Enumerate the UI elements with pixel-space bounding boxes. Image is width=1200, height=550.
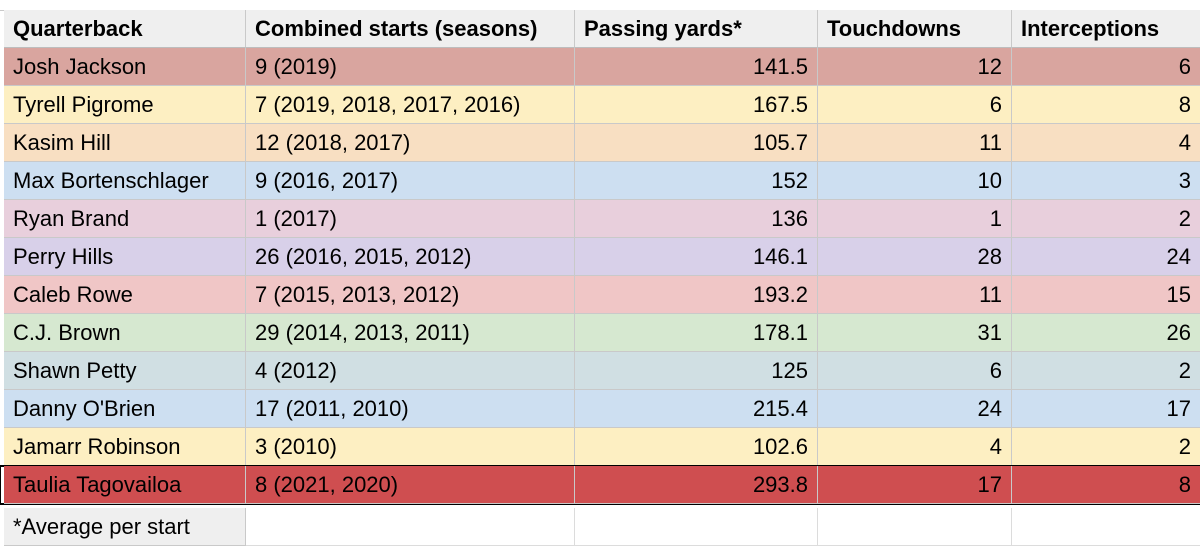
table-row: Perry Hills 26 (2016, 2015, 2012) 146.1 28 2… — [0, 238, 1200, 276]
cell-passing-yards[interactable]: 152 — [575, 162, 818, 200]
header-row: Quarterback Combined starts (seasons) Pa… — [0, 10, 1200, 48]
cell-combined-starts[interactable]: 4 (2012) — [246, 352, 575, 390]
cell-interceptions[interactable]: 2 — [1012, 200, 1200, 238]
header-combined-starts[interactable]: Combined starts (seasons) — [246, 10, 575, 48]
table-row: Josh Jackson 9 (2019) 141.5 12 6 — [0, 48, 1200, 86]
cell-touchdowns[interactable]: 1 — [818, 200, 1012, 238]
cell-passing-yards[interactable]: 141.5 — [575, 48, 818, 86]
cell-combined-starts[interactable]: 8 (2021, 2020) — [246, 466, 575, 504]
cell-passing-yards[interactable]: 193.2 — [575, 276, 818, 314]
cell-passing-yards[interactable]: 215.4 — [575, 390, 818, 428]
cell-combined-starts[interactable]: 3 (2010) — [246, 428, 575, 466]
cell-combined-starts[interactable]: 7 (2015, 2013, 2012) — [246, 276, 575, 314]
cell-interceptions[interactable]: 24 — [1012, 238, 1200, 276]
cell-touchdowns[interactable]: 11 — [818, 276, 1012, 314]
cell-combined-starts[interactable]: 26 (2016, 2015, 2012) — [246, 238, 575, 276]
cell-interceptions[interactable]: 8 — [1012, 466, 1200, 504]
table-row: Kasim Hill 12 (2018, 2017) 105.7 11 4 — [0, 124, 1200, 162]
empty-cell[interactable] — [1012, 508, 1200, 546]
cell-quarterback[interactable]: Ryan Brand — [4, 200, 246, 238]
cell-touchdowns[interactable]: 4 — [818, 428, 1012, 466]
cell-passing-yards[interactable]: 105.7 — [575, 124, 818, 162]
cell-touchdowns[interactable]: 6 — [818, 352, 1012, 390]
cell-quarterback[interactable]: Josh Jackson — [4, 48, 246, 86]
cell-quarterback[interactable]: Shawn Petty — [4, 352, 246, 390]
table-row: Tyrell Pigrome 7 (2019, 2018, 2017, 2016)… — [0, 86, 1200, 124]
cell-passing-yards[interactable]: 102.6 — [575, 428, 818, 466]
cell-interceptions[interactable]: 15 — [1012, 276, 1200, 314]
cell-touchdowns[interactable]: 31 — [818, 314, 1012, 352]
header-touchdowns[interactable]: Touchdowns — [818, 10, 1012, 48]
cell-passing-yards[interactable]: 167.5 — [575, 86, 818, 124]
cell-combined-starts[interactable]: 7 (2019, 2018, 2017, 2016) — [246, 86, 575, 124]
header-interceptions[interactable]: Interceptions — [1012, 10, 1200, 48]
cell-passing-yards[interactable]: 146.1 — [575, 238, 818, 276]
table-row: Jamarr Robinson 3 (2010) 102.6 4 2 — [0, 428, 1200, 466]
table-row: Max Bortenschlager 9 (2016, 2017) 152 10 3 — [0, 162, 1200, 200]
empty-cell[interactable] — [818, 508, 1012, 546]
cell-touchdowns[interactable]: 28 — [818, 238, 1012, 276]
cell-touchdowns[interactable]: 24 — [818, 390, 1012, 428]
cell-passing-yards[interactable]: 178.1 — [575, 314, 818, 352]
cell-quarterback[interactable]: Perry Hills — [4, 238, 246, 276]
cell-touchdowns[interactable]: 11 — [818, 124, 1012, 162]
cell-combined-starts[interactable]: 9 (2019) — [246, 48, 575, 86]
cell-quarterback[interactable]: Jamarr Robinson — [4, 428, 246, 466]
cell-combined-starts[interactable]: 9 (2016, 2017) — [246, 162, 575, 200]
empty-cell[interactable] — [246, 508, 575, 546]
cell-touchdowns[interactable]: 17 — [818, 466, 1012, 504]
cell-interceptions[interactable]: 2 — [1012, 428, 1200, 466]
header-quarterback[interactable]: Quarterback — [4, 10, 246, 48]
table-row: Ryan Brand 1 (2017) 136 1 2 — [0, 200, 1200, 238]
cell-combined-starts[interactable]: 29 (2014, 2013, 2011) — [246, 314, 575, 352]
cell-passing-yards[interactable]: 293.8 — [575, 466, 818, 504]
empty-cell[interactable] — [575, 508, 818, 546]
table-row: C.J. Brown 29 (2014, 2013, 2011) 178.1 31 26 — [0, 314, 1200, 352]
cell-passing-yards[interactable]: 136 — [575, 200, 818, 238]
table-row: Danny O'Brien 17 (2011, 2010) 215.4 24 17 — [0, 390, 1200, 428]
cell-passing-yards[interactable]: 125 — [575, 352, 818, 390]
cell-combined-starts[interactable]: 1 (2017) — [246, 200, 575, 238]
cell-quarterback[interactable]: Kasim Hill — [4, 124, 246, 162]
cell-quarterback[interactable]: Tyrell Pigrome — [4, 86, 246, 124]
cell-quarterback[interactable]: Danny O'Brien — [4, 390, 246, 428]
table-row: Shawn Petty 4 (2012) 125 6 2 — [0, 352, 1200, 390]
cell-quarterback[interactable]: Taulia Tagovailoa — [4, 466, 246, 504]
header-passing-yards[interactable]: Passing yards* — [575, 10, 818, 48]
cell-interceptions[interactable]: 2 — [1012, 352, 1200, 390]
cell-interceptions[interactable]: 3 — [1012, 162, 1200, 200]
cell-interceptions[interactable]: 6 — [1012, 48, 1200, 86]
cell-interceptions[interactable]: 8 — [1012, 86, 1200, 124]
cell-touchdowns[interactable]: 6 — [818, 86, 1012, 124]
cell-quarterback[interactable]: C.J. Brown — [4, 314, 246, 352]
cell-touchdowns[interactable]: 10 — [818, 162, 1012, 200]
table-row: Caleb Rowe 7 (2015, 2013, 2012) 193.2 11 15 — [0, 276, 1200, 314]
table-row: Taulia Tagovailoa 8 (2021, 2020) 293.8 17 8 — [0, 465, 1200, 505]
footnote-cell[interactable]: *Average per start — [4, 508, 246, 546]
cell-combined-starts[interactable]: 17 (2011, 2010) — [246, 390, 575, 428]
cell-interceptions[interactable]: 26 — [1012, 314, 1200, 352]
cell-quarterback[interactable]: Max Bortenschlager — [4, 162, 246, 200]
cell-interceptions[interactable]: 4 — [1012, 124, 1200, 162]
cell-quarterback[interactable]: Caleb Rowe — [4, 276, 246, 314]
cell-interceptions[interactable]: 17 — [1012, 390, 1200, 428]
cell-combined-starts[interactable]: 12 (2018, 2017) — [246, 124, 575, 162]
cell-touchdowns[interactable]: 12 — [818, 48, 1012, 86]
